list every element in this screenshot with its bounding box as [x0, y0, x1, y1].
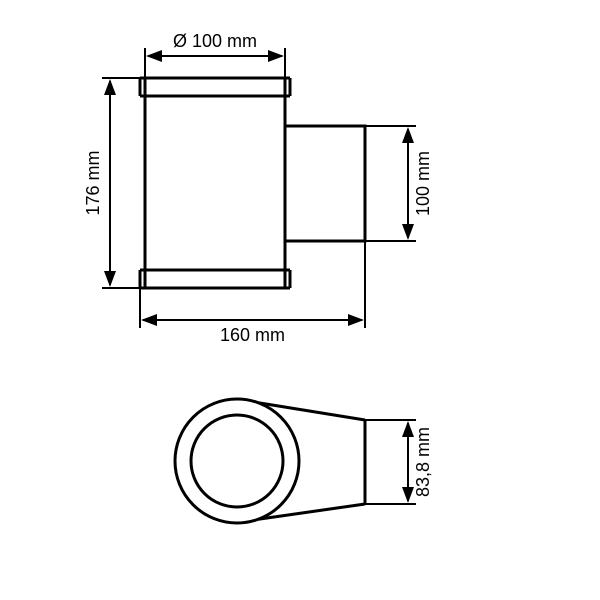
dim-diameter-label: Ø 100 mm — [173, 31, 257, 51]
dim-bump-label: 100 mm — [413, 151, 433, 216]
dim-top-height-label: 83,8 mm — [413, 427, 433, 497]
top-view: 83,8 mm — [175, 399, 433, 523]
dim-width-label: 160 mm — [220, 325, 285, 345]
dim-height-label: 176 mm — [83, 150, 103, 215]
technical-drawing: Ø 100 mm 176 mm 160 mm 100 mm 83,8 mm — [0, 0, 600, 600]
side-view: Ø 100 mm 176 mm 160 mm 100 mm — [83, 31, 433, 345]
